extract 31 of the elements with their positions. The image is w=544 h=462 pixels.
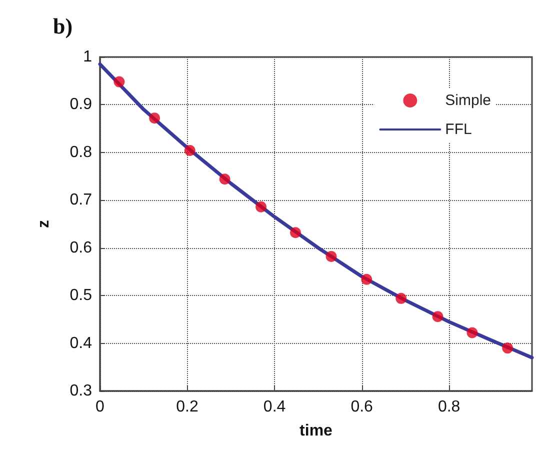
y-tick-label: 0.6 — [70, 239, 92, 256]
y-tick-label: 0.3 — [70, 382, 92, 400]
y-tick-label: 1 — [83, 48, 92, 66]
x-tick-label: 0 — [96, 398, 105, 416]
x-tick-label: 0.4 — [263, 398, 286, 416]
point — [256, 201, 267, 212]
point — [361, 274, 372, 285]
point — [149, 112, 160, 124]
legend-label: Simple — [445, 92, 492, 109]
chart-title: b) — [53, 14, 73, 38]
x-tick-label: 0.6 — [350, 398, 374, 416]
point — [219, 174, 230, 185]
y-tick-label: 0.9 — [70, 96, 92, 114]
y-tick-label: 0.8 — [70, 144, 92, 161]
y-tick-label: 0.4 — [70, 334, 92, 352]
x-tick-label: 0.8 — [438, 398, 460, 416]
point — [432, 311, 444, 322]
y-axis-title: z — [36, 220, 52, 228]
legend-label: FFL — [445, 121, 472, 138]
x-tick-label: 0.2 — [176, 398, 198, 416]
point — [290, 227, 301, 238]
point — [466, 327, 478, 338]
point — [396, 292, 407, 304]
point — [326, 250, 337, 262]
x-axis-title: time — [300, 422, 333, 440]
point — [502, 342, 514, 354]
point — [184, 145, 196, 156]
y-tick-label: 0.7 — [70, 192, 92, 209]
y-tick-label: 0.5 — [70, 287, 92, 304]
line-series — [98, 62, 534, 360]
point — [114, 76, 125, 88]
